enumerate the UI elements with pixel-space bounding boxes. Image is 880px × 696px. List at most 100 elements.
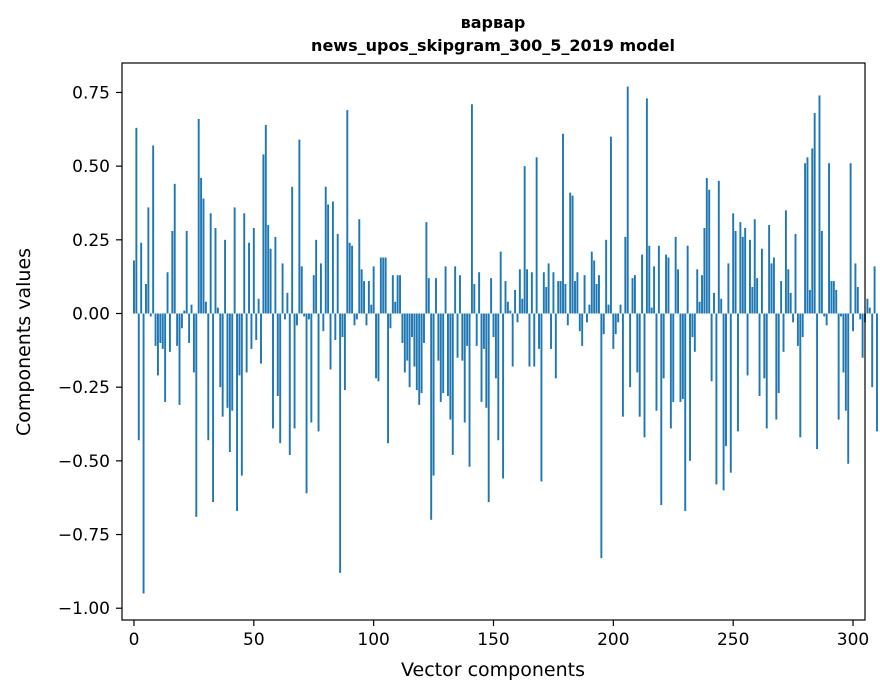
- bar: [382, 257, 385, 314]
- bar: [444, 266, 447, 314]
- bar: [660, 313, 663, 506]
- bar: [324, 186, 327, 314]
- bar: [806, 157, 809, 314]
- bar: [142, 313, 145, 594]
- bar: [372, 266, 375, 314]
- bar: [298, 139, 301, 314]
- bar: [355, 313, 358, 320]
- bar: [650, 307, 653, 314]
- bar: [804, 163, 807, 314]
- bar: [645, 98, 648, 314]
- bar: [353, 313, 356, 326]
- bar: [399, 275, 401, 314]
- bar: [518, 269, 521, 314]
- bar: [403, 313, 406, 373]
- bar: [677, 269, 680, 314]
- bar: [789, 292, 792, 314]
- x-tick-label: 100: [357, 630, 389, 650]
- bar: [739, 222, 742, 314]
- y-tick-label: 0.75: [72, 83, 110, 103]
- bar: [705, 177, 708, 314]
- bar: [780, 281, 783, 314]
- bar: [545, 286, 548, 314]
- bar: [852, 313, 854, 332]
- bar: [667, 257, 670, 314]
- bar: [722, 313, 725, 491]
- bar: [732, 213, 735, 314]
- bar: [339, 313, 342, 573]
- bar: [492, 313, 495, 338]
- bar: [828, 163, 831, 314]
- x-axis: 0 50 100 150 200 250 300: [129, 620, 869, 650]
- bar: [861, 313, 864, 358]
- bar: [796, 313, 799, 346]
- bar: [348, 242, 351, 314]
- chart-title-line1: варвар: [461, 13, 526, 32]
- bar: [792, 313, 795, 323]
- bar: [202, 198, 205, 314]
- bar: [149, 313, 152, 317]
- bar: [212, 313, 215, 503]
- y-tick-label: −0.25: [58, 378, 110, 398]
- bar: [269, 248, 272, 314]
- bar: [219, 313, 222, 388]
- bar: [497, 313, 500, 441]
- bar: [159, 313, 162, 343]
- bar: [701, 275, 703, 314]
- bar: [367, 281, 370, 314]
- bar: [363, 281, 366, 314]
- bar: [435, 278, 437, 314]
- bar: [768, 225, 771, 314]
- bar: [475, 313, 478, 346]
- bar: [617, 313, 620, 323]
- bar: [427, 278, 430, 314]
- bar: [535, 157, 538, 314]
- bar: [600, 313, 603, 559]
- bar: [521, 298, 524, 314]
- bar: [770, 263, 773, 314]
- bar: [703, 228, 706, 314]
- bar: [276, 313, 279, 397]
- bar: [468, 313, 471, 467]
- bar: [784, 210, 787, 314]
- bar: [576, 272, 579, 314]
- bar: [686, 245, 689, 314]
- bar: [859, 313, 862, 320]
- bar: [648, 245, 651, 314]
- bar: [296, 313, 298, 326]
- bar: [550, 313, 552, 349]
- bar: [396, 275, 399, 314]
- bar: [188, 313, 191, 343]
- bar: [593, 260, 596, 314]
- bar: [319, 263, 322, 314]
- bar: [672, 313, 675, 402]
- bar: [238, 313, 241, 376]
- bar: [552, 272, 555, 314]
- bar: [734, 230, 737, 314]
- bar: [310, 313, 313, 423]
- bar: [411, 313, 413, 338]
- bar: [224, 239, 227, 314]
- bar: [876, 313, 878, 432]
- bar: [629, 313, 632, 388]
- bar: [394, 301, 397, 314]
- bar: [621, 313, 624, 417]
- bar: [873, 266, 876, 314]
- bar: [164, 313, 167, 402]
- bar: [765, 313, 768, 429]
- bar: [250, 313, 253, 349]
- bar: [633, 275, 636, 314]
- bar: [847, 313, 850, 464]
- bar: [135, 127, 138, 314]
- bar: [454, 266, 457, 314]
- bar: [365, 313, 368, 326]
- bar: [401, 313, 404, 343]
- bar: [473, 284, 476, 314]
- bar: [291, 186, 294, 314]
- bar: [245, 313, 248, 373]
- bar: [147, 207, 150, 314]
- bar: [370, 304, 373, 314]
- bar: [586, 313, 588, 323]
- bar: [185, 230, 188, 314]
- bar: [835, 289, 838, 314]
